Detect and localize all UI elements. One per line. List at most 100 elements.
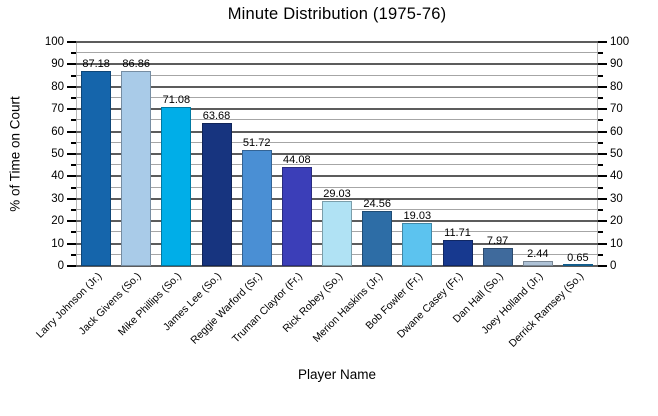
y-tick-mark-right xyxy=(598,253,603,256)
y-tick-mark-left xyxy=(67,153,76,155)
bar xyxy=(522,260,553,266)
y-tick-mark-left xyxy=(67,242,76,245)
bar xyxy=(402,223,433,266)
y-tick-label-left: 10 xyxy=(51,237,64,250)
y-tick-label-right: 70 xyxy=(610,103,623,116)
y-tick-label-right: 30 xyxy=(610,192,623,205)
gridline-70 xyxy=(76,108,598,111)
bar xyxy=(482,248,513,266)
y-tick-label-left: 90 xyxy=(51,58,64,71)
y-tick-label-left: 70 xyxy=(51,103,64,116)
y-tick-mark-right xyxy=(598,63,607,66)
y-tick-mark-right xyxy=(598,141,603,144)
y-tick-mark-left xyxy=(67,85,76,88)
y-tick-label-right: 10 xyxy=(610,237,623,250)
x-tick-label: Merion Haskins (Jr.) xyxy=(310,270,385,345)
gridline-60 xyxy=(76,130,598,133)
y-tick-mark-right xyxy=(598,85,607,88)
bar xyxy=(241,150,272,266)
y-tick-label-left: 40 xyxy=(51,170,64,183)
y-tick-label-left: 20 xyxy=(51,215,64,228)
y-tick-mark-right xyxy=(598,164,603,167)
gridline-95 xyxy=(76,52,598,54)
bar-value-label: 44.08 xyxy=(283,154,311,167)
bar xyxy=(281,167,312,266)
y-tick-mark-left xyxy=(71,253,76,256)
y-tick-mark-right xyxy=(598,74,603,77)
y-tick-mark-right xyxy=(598,97,603,99)
x-tick-label: Truman Claytor (Fr.) xyxy=(229,270,305,346)
bar xyxy=(362,211,393,266)
y-tick-mark-left xyxy=(71,97,76,99)
x-tick-label: Reggie Warford (Sr.) xyxy=(188,270,265,347)
y-tick-mark-left xyxy=(71,209,76,211)
x-tick-label: Derrick Ramsey (So.) xyxy=(506,270,586,350)
bar-value-label: 71.08 xyxy=(162,93,191,106)
plot-area: 87.18 86.86 71.08 63.68 51.72 44.08 29.03 24.56… xyxy=(76,41,598,267)
y-tick-mark-right xyxy=(598,41,607,43)
bar-value-label: 24.56 xyxy=(363,198,391,210)
gridline-100 xyxy=(76,41,598,43)
y-tick-mark-right xyxy=(598,231,603,234)
bar-value-label: 7.97 xyxy=(486,235,509,248)
gridline-30 xyxy=(76,197,598,200)
bar xyxy=(322,201,352,266)
gridline-90 xyxy=(76,63,598,66)
y-tick-mark-left xyxy=(71,164,76,167)
y-tick-mark-right xyxy=(598,186,603,189)
gridline-55 xyxy=(76,141,598,143)
y-tick-label-right: 60 xyxy=(610,125,623,138)
bar-value-label: 51.72 xyxy=(242,137,271,150)
gridline-35 xyxy=(76,186,598,188)
bar xyxy=(201,123,232,266)
y-tick-label-right: 90 xyxy=(610,58,623,71)
bar-value-label: 63.68 xyxy=(202,110,231,123)
y-tick-mark-left xyxy=(67,108,76,111)
gridline-80 xyxy=(76,85,598,88)
y-tick-mark-left xyxy=(67,220,76,223)
y-tick-mark-left xyxy=(71,74,76,77)
y-tick-mark-right xyxy=(598,242,607,245)
y-tick-label-right: 40 xyxy=(610,170,623,183)
y-tick-mark-right xyxy=(598,197,607,200)
bar xyxy=(81,70,112,266)
y-tick-mark-left xyxy=(67,197,76,200)
y-tick-label-right: 80 xyxy=(610,80,623,93)
y-tick-label-left: 50 xyxy=(51,148,64,160)
bar xyxy=(161,106,192,266)
bar-value-label: 29.03 xyxy=(323,188,351,200)
y-tick-label-left: 80 xyxy=(51,80,64,93)
y-tick-mark-right xyxy=(598,130,607,133)
chart-title: Minute Distribution (1975-76) xyxy=(227,5,447,23)
gridline-50 xyxy=(76,153,598,155)
y-tick-mark-right xyxy=(598,265,607,267)
y-tick-label-left: 30 xyxy=(51,192,64,205)
y-tick-mark-right xyxy=(598,220,607,223)
y-tick-mark-left xyxy=(71,186,76,189)
y-tick-label-right: 100 xyxy=(610,36,630,48)
gridline-45 xyxy=(76,164,598,166)
bar-value-label: 86.86 xyxy=(122,58,150,71)
bar xyxy=(562,264,593,266)
y-tick-label-right: 50 xyxy=(610,148,623,160)
bar-value-label: 0.65 xyxy=(567,251,589,264)
y-tick-mark-right xyxy=(598,119,603,122)
bar-value-label: 11.71 xyxy=(444,226,471,239)
y-tick-label-right: 0 xyxy=(610,260,617,272)
gridline-65 xyxy=(76,119,598,121)
gridline-75 xyxy=(76,97,598,98)
y-tick-mark-left xyxy=(67,175,76,178)
y-tick-mark-left xyxy=(67,130,76,133)
y-tick-mark-left xyxy=(71,119,76,122)
bar-value-label: 87.18 xyxy=(82,57,110,70)
y-tick-mark-right xyxy=(598,108,607,111)
y-tick-mark-left xyxy=(67,41,76,43)
y-tick-label-right: 20 xyxy=(610,215,623,228)
x-tick-label: Larry Johnson (Jr.) xyxy=(33,270,104,341)
y-tick-mark-left xyxy=(67,63,76,66)
x-axis-title: Player Name xyxy=(297,367,377,382)
y-tick-mark-left xyxy=(71,52,76,55)
y-tick-label-left: 0 xyxy=(57,260,64,272)
bar xyxy=(442,239,473,266)
